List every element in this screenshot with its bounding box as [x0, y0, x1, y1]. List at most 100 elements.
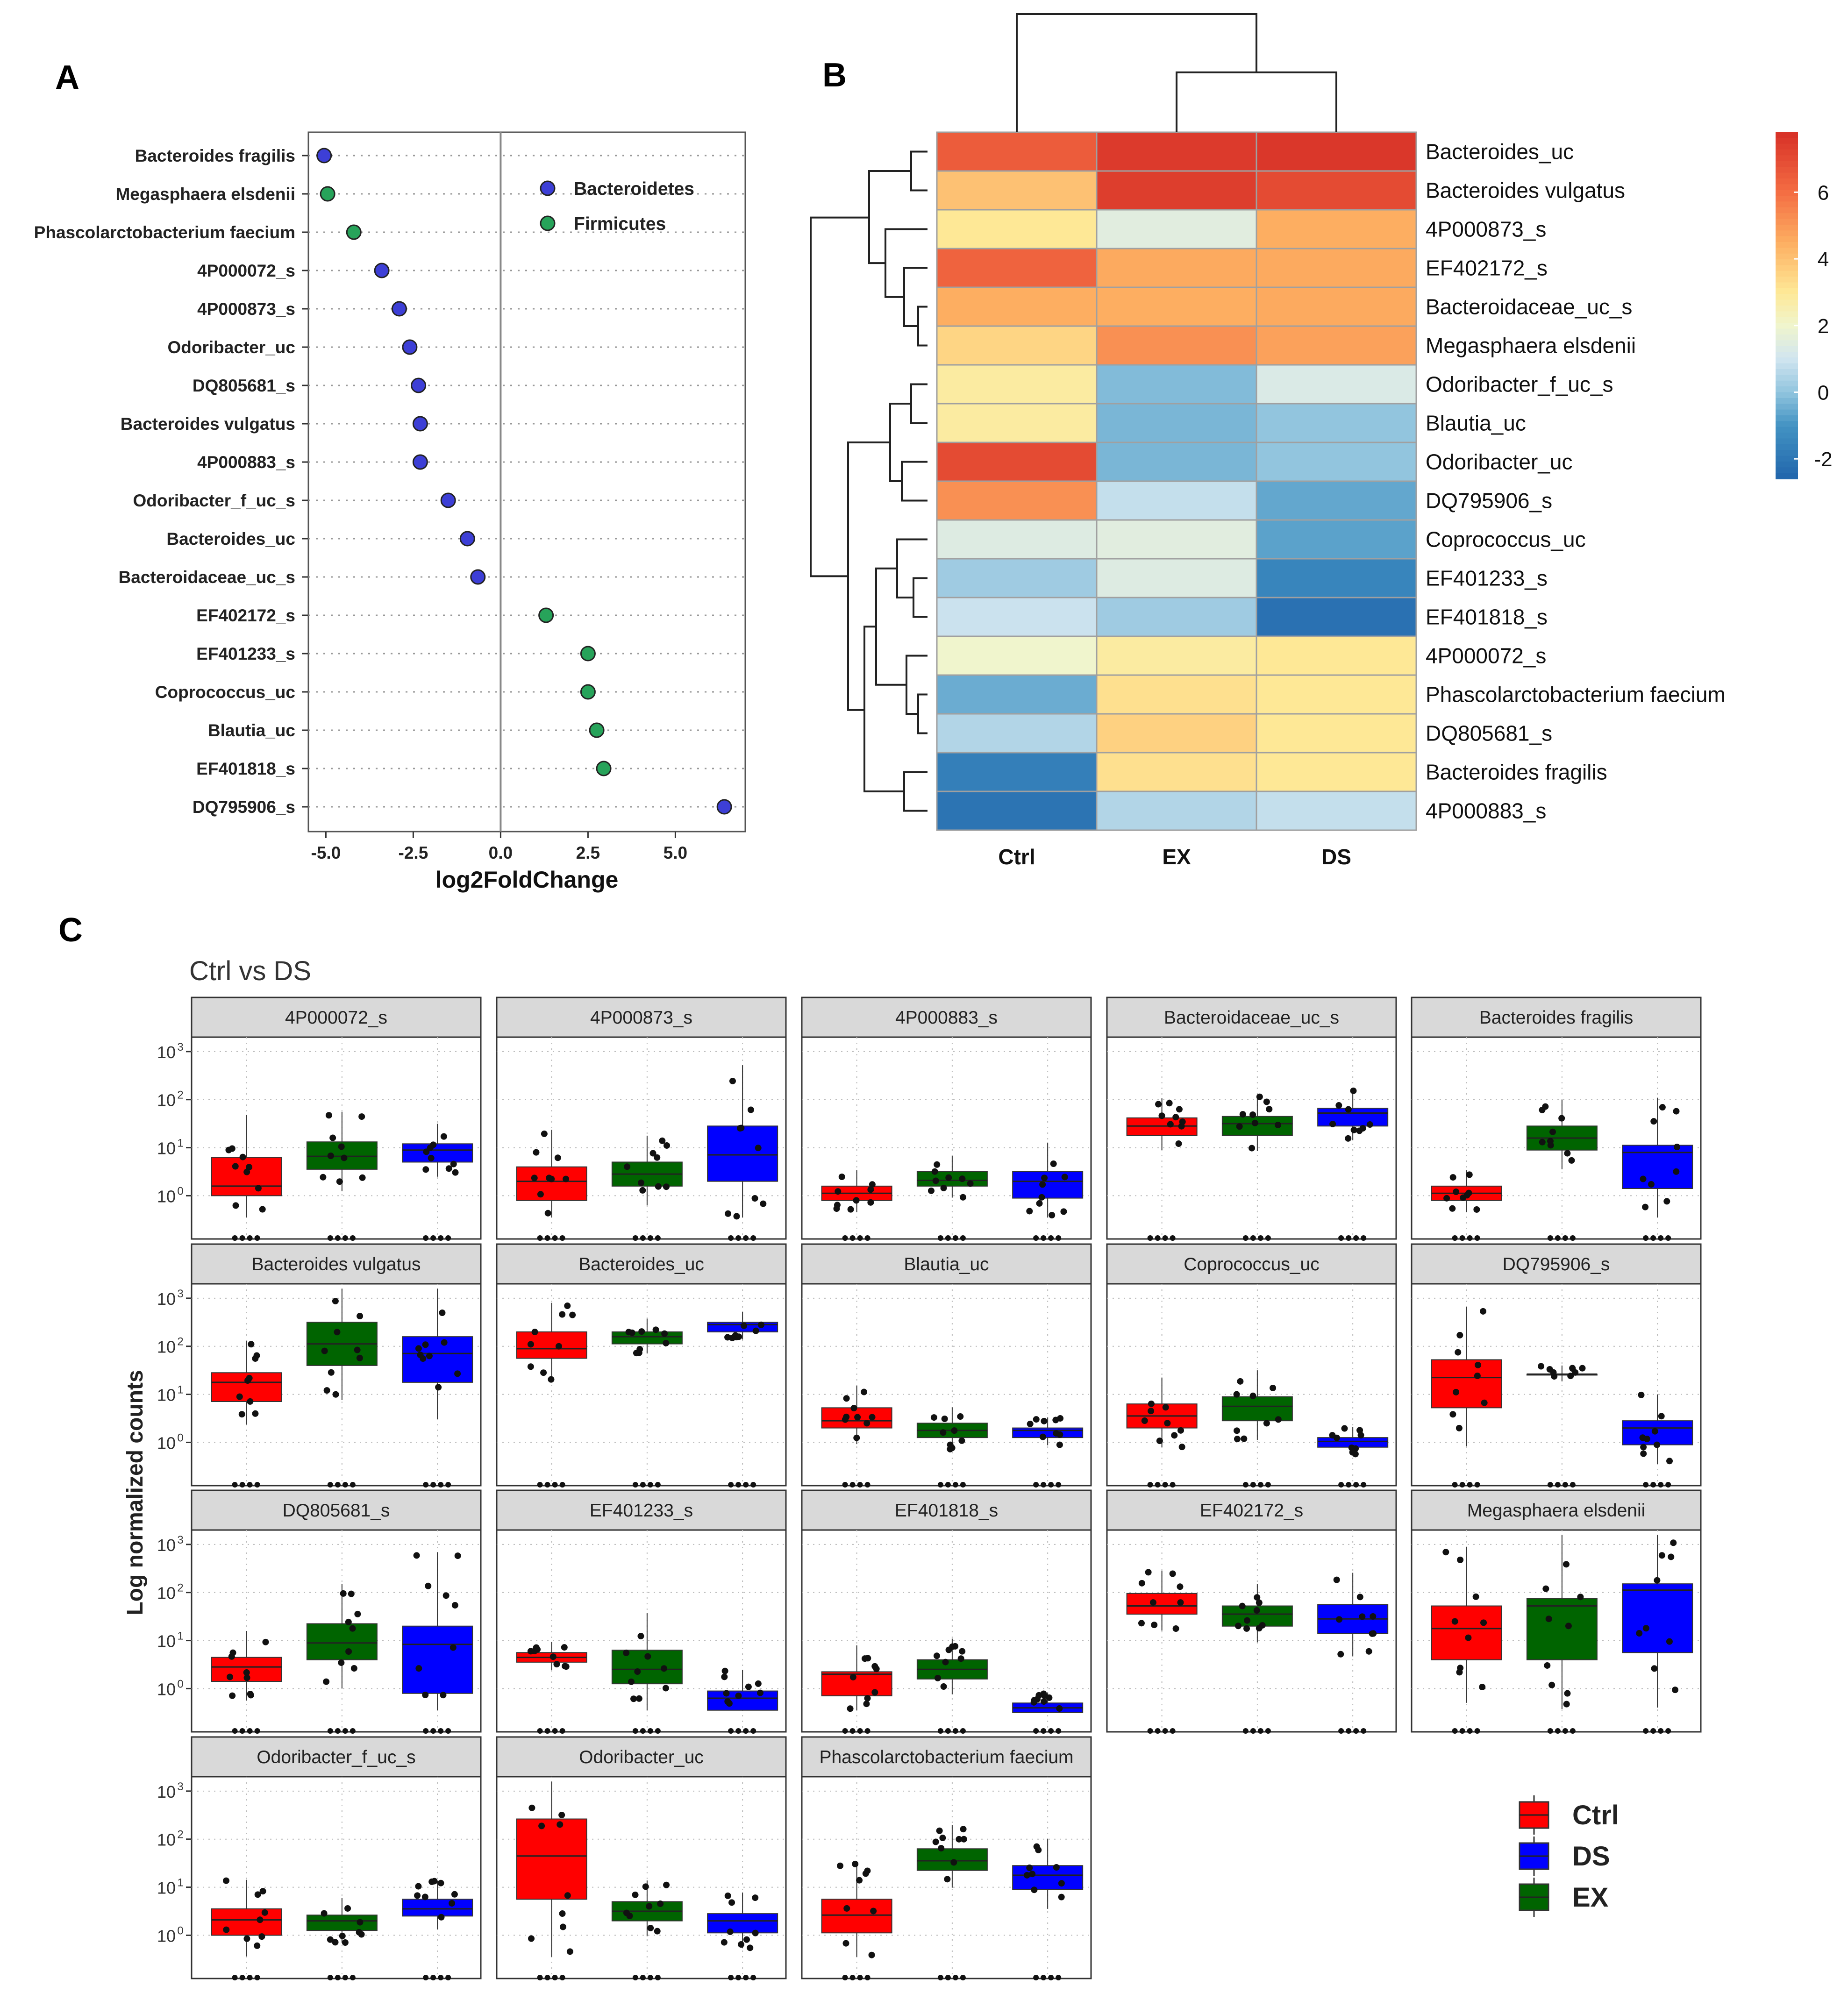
heatmap-cell [1256, 674, 1417, 715]
box-body [1622, 1583, 1693, 1653]
box-zero-point [743, 1975, 749, 1980]
box-jitter-point [1039, 1433, 1046, 1440]
box-jitter-point [248, 1341, 255, 1348]
box-zero-point [1665, 1235, 1671, 1241]
box-body [306, 1623, 378, 1660]
facet-strip [1411, 1243, 1702, 1285]
box-jitter-point [752, 1894, 759, 1901]
box-body [821, 1899, 892, 1934]
box-jitter-point [837, 1862, 844, 1869]
box-jitter-point [867, 1199, 874, 1206]
box-jitter-point [1177, 1599, 1184, 1606]
box-jitter-point [1162, 1404, 1169, 1411]
box-jitter-point [871, 1663, 878, 1670]
colorbar-segment [1776, 380, 1798, 387]
box-jitter-point [944, 1876, 951, 1883]
box-body [516, 1166, 587, 1201]
box-jitter-point [934, 1161, 941, 1168]
heatmap-cell [1096, 325, 1257, 366]
box-jitter-point [1345, 1106, 1352, 1113]
colorbar-segment [1776, 265, 1798, 271]
facet-strip [1106, 1243, 1397, 1285]
box-body [1622, 1145, 1693, 1189]
box-jitter-point [1243, 1617, 1250, 1624]
box-zero-point [1147, 1235, 1153, 1241]
box-jitter-point [957, 1655, 964, 1662]
box-jitter-point [454, 1552, 461, 1559]
colorbar-segment [1776, 167, 1798, 173]
box-jitter-point [243, 1674, 250, 1681]
colorbar-segment [1776, 224, 1798, 231]
box-zero-point [1547, 1235, 1553, 1241]
box-jitter-point [652, 1326, 659, 1333]
box-zero-point [232, 1728, 238, 1734]
box-body [211, 1157, 282, 1196]
facet-strip [801, 1243, 1092, 1285]
colorbar-segment [1776, 456, 1798, 462]
box-jitter-point [853, 1434, 860, 1441]
box-zero-point [647, 1482, 653, 1488]
box-jitter-point [555, 1343, 562, 1350]
box-zero-point [1452, 1482, 1458, 1488]
box-jitter-point [452, 1169, 459, 1176]
box-jitter-point [549, 1653, 557, 1660]
box-body [402, 1625, 473, 1694]
box-zero-point [1170, 1482, 1176, 1488]
box-jitter-point [1481, 1399, 1488, 1406]
box-body [1126, 1593, 1198, 1615]
box-body [211, 1908, 282, 1936]
box-jitter-point [1569, 1365, 1576, 1372]
colorbar-tick-label: -2 [1814, 448, 1832, 471]
box-jitter-point [745, 1683, 752, 1690]
colorbar-segment [1776, 444, 1798, 451]
box-jitter-point [332, 1939, 339, 1946]
plot-a-ylabel: EF402172_s [196, 606, 295, 625]
box-jitter-point [663, 1881, 670, 1888]
box-jitter-point [1544, 1662, 1551, 1669]
box-zero-point [1041, 1975, 1047, 1980]
colorbar-tick-label: 0 [1818, 382, 1829, 405]
box-zero-point [1643, 1728, 1649, 1734]
box-jitter-point [1658, 1552, 1665, 1559]
heatmap-row-dendrogram [868, 170, 911, 264]
facet-ytick-exponent: 1 [177, 1384, 183, 1396]
box-zero-point [1665, 1482, 1671, 1488]
box-jitter-point [569, 1311, 576, 1318]
box-zero-point [945, 1728, 951, 1734]
box-zero-point [1555, 1235, 1561, 1241]
facet-title: 4P000883_s [895, 1008, 998, 1028]
box-zero-point [937, 1728, 943, 1734]
box-zero-point [945, 1482, 951, 1488]
box-jitter-point [417, 1352, 424, 1359]
heatmap-cell [936, 131, 1098, 172]
box-jitter-point [1329, 1432, 1336, 1439]
box-zero-point [864, 1728, 870, 1734]
heatmap-row-dendrogram [885, 228, 928, 298]
colorbar-segment [1776, 201, 1798, 208]
box-body [916, 1171, 988, 1187]
box-jitter-point [1473, 1206, 1480, 1213]
colorbar-segment [1776, 415, 1798, 422]
box-jitter-point [1256, 1093, 1263, 1100]
box-zero-point [327, 1728, 333, 1734]
box-jitter-point [1670, 1539, 1677, 1546]
box-jitter-point [842, 1940, 849, 1947]
box-jitter-point [1356, 1594, 1363, 1601]
plot-a-ylabel: Odoribacter_f_uc_s [133, 491, 295, 510]
colorbar-segment [1776, 155, 1798, 162]
box-zero-point [1250, 1728, 1256, 1734]
box-zero-point [945, 1975, 951, 1980]
box-jitter-point [327, 1152, 334, 1159]
plot-a-legend-key [540, 215, 556, 231]
colorbar-segment [1776, 161, 1798, 168]
box-zero-point [1033, 1482, 1039, 1488]
box-jitter-point [423, 1148, 430, 1155]
box-jitter-point [357, 1919, 364, 1926]
box-zero-point [1162, 1235, 1168, 1241]
heatmap-row-dendrogram [863, 626, 904, 792]
colorbar-segment [1776, 433, 1798, 439]
box-zero-point [1048, 1482, 1054, 1488]
heatmap-cell [1096, 248, 1257, 288]
box-jitter-point [1176, 1106, 1183, 1113]
